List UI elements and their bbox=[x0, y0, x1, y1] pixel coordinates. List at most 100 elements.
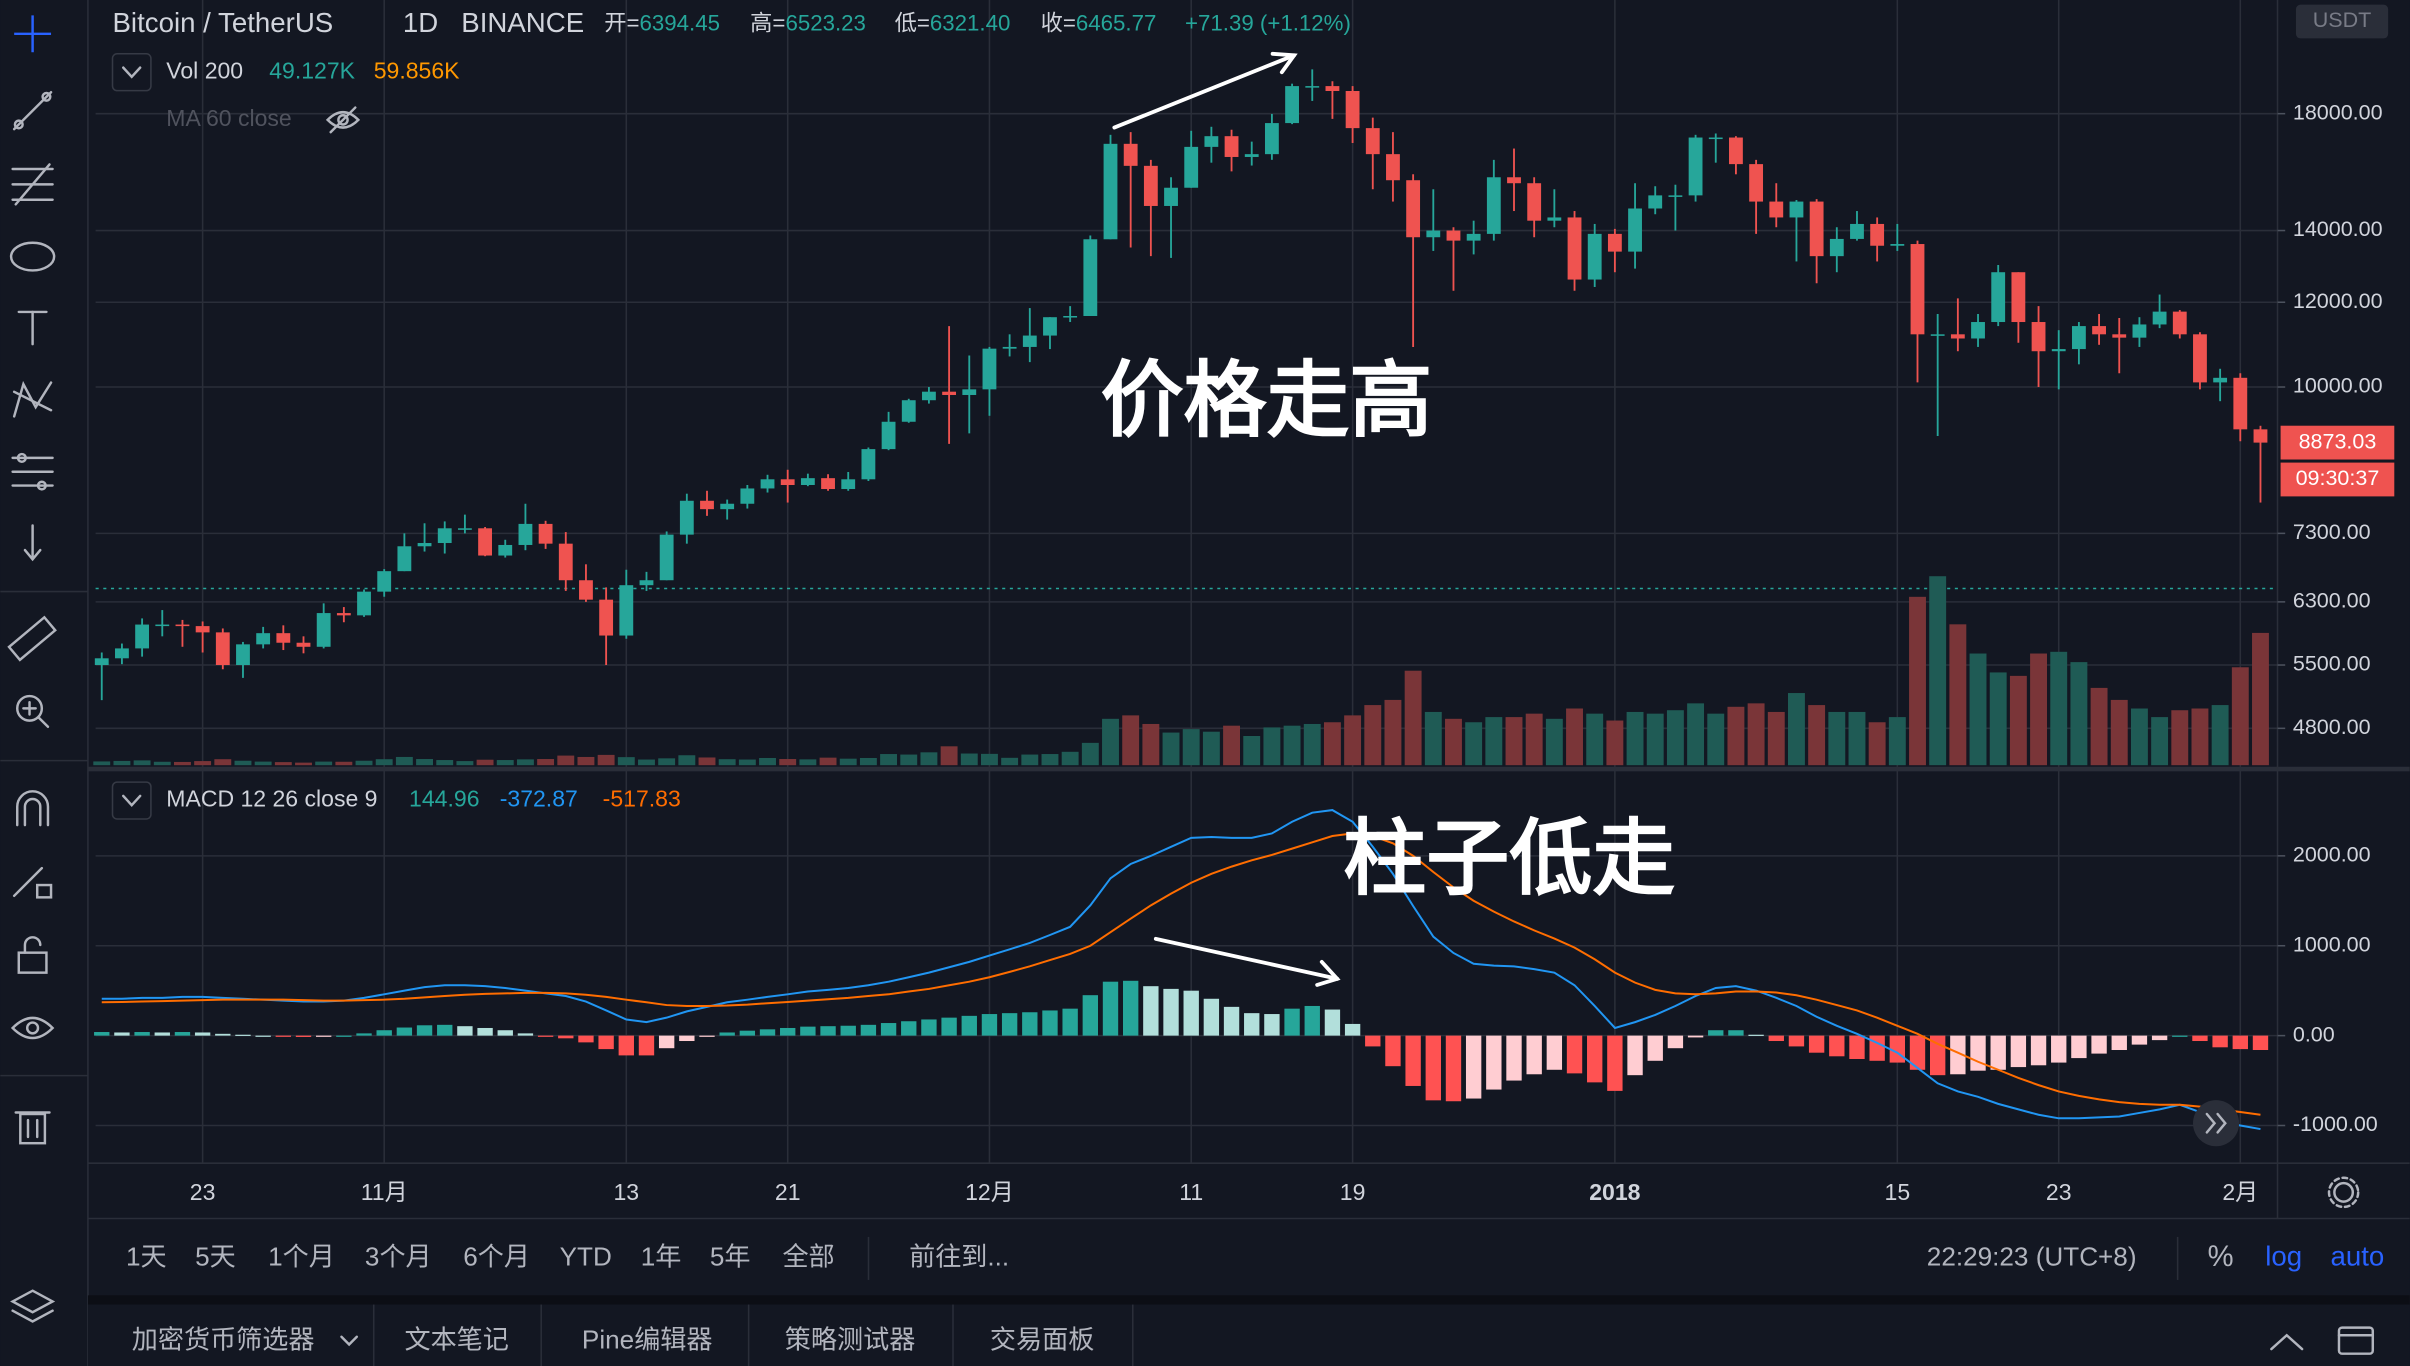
delete-tool[interactable] bbox=[14, 1111, 51, 1145]
macd-line bbox=[101, 809, 2261, 1131]
text-tool[interactable] bbox=[17, 310, 48, 346]
volume-bar bbox=[416, 759, 434, 766]
range-button[interactable]: 6个月 bbox=[463, 1241, 530, 1271]
histogram-bar bbox=[2010, 1035, 2027, 1068]
layers-tool[interactable] bbox=[10, 1289, 56, 1323]
scroll-button[interactable] bbox=[2193, 1100, 2240, 1147]
candle-body bbox=[1063, 315, 1078, 318]
range-button[interactable]: 全部 bbox=[782, 1241, 834, 1271]
x-tick-label: 11 bbox=[1179, 1179, 1203, 1205]
candle-body bbox=[1829, 238, 1844, 257]
histogram-bar bbox=[1486, 1035, 1502, 1090]
collapse-panel[interactable] bbox=[2270, 1333, 2304, 1351]
magnet-tool[interactable] bbox=[16, 790, 50, 827]
volume-bar bbox=[436, 760, 454, 766]
volume-bar bbox=[2009, 675, 2027, 766]
settings-icon[interactable] bbox=[2327, 1176, 2360, 1209]
histogram-bar bbox=[1667, 1035, 1684, 1049]
range-button[interactable]: 3个月 bbox=[365, 1241, 432, 1271]
arrow bbox=[1153, 936, 1341, 987]
tab[interactable]: 策略测试器 bbox=[785, 1324, 916, 1354]
candle-body bbox=[1386, 154, 1400, 181]
histogram-bar bbox=[1970, 1035, 1986, 1071]
volume-bar bbox=[1445, 718, 1462, 766]
volume-bar bbox=[2231, 667, 2249, 766]
candle-body bbox=[155, 624, 170, 627]
volume-bar bbox=[1586, 713, 1604, 766]
hidden-eye-icon[interactable] bbox=[325, 106, 361, 134]
fib-tool[interactable] bbox=[11, 163, 54, 206]
maximize-panel[interactable] bbox=[2337, 1326, 2375, 1355]
candle-body bbox=[437, 528, 452, 544]
candle-body bbox=[256, 633, 271, 645]
collapse-button[interactable] bbox=[111, 53, 152, 92]
change: +71.39 (+1.12%) bbox=[1185, 10, 1351, 35]
histogram-bar bbox=[134, 1032, 150, 1036]
auto-toggle[interactable]: auto bbox=[2331, 1241, 2385, 1272]
volume-bar bbox=[597, 754, 615, 766]
volume-bar bbox=[1283, 725, 1301, 766]
histogram-bar bbox=[1062, 1008, 1078, 1036]
range-button[interactable]: 1个月 bbox=[268, 1241, 335, 1271]
range-button[interactable]: 5天 bbox=[195, 1241, 236, 1271]
volume-bar bbox=[779, 759, 797, 766]
y-tick-label: 5500.00 bbox=[2293, 652, 2371, 676]
volume-bar bbox=[1424, 711, 1442, 766]
stay-drawing-tool[interactable] bbox=[12, 866, 53, 899]
volume-bar bbox=[1485, 717, 1503, 766]
range-button[interactable]: 1天 bbox=[126, 1241, 167, 1271]
volume-bar bbox=[1566, 708, 1583, 766]
candle-body bbox=[276, 633, 291, 643]
collapse-button[interactable] bbox=[111, 781, 152, 820]
x-tick-label: 15 bbox=[1885, 1179, 1911, 1205]
volume-bar bbox=[113, 760, 131, 766]
histogram-bar bbox=[194, 1032, 211, 1036]
histogram-bar bbox=[1808, 1035, 1825, 1053]
more-tools[interactable] bbox=[23, 524, 42, 562]
range-button[interactable]: 1年 bbox=[641, 1241, 682, 1271]
x-tick-label: 21 bbox=[775, 1179, 801, 1205]
ohlc-value: 6394.45 bbox=[639, 10, 720, 35]
ohlc-label: 高= bbox=[750, 10, 785, 35]
lock-tool[interactable] bbox=[17, 936, 48, 974]
countdown-tag bbox=[2280, 462, 2395, 497]
crosshair-tool[interactable] bbox=[14, 15, 52, 53]
volume-bar bbox=[738, 759, 756, 766]
prediction-tool[interactable] bbox=[11, 452, 54, 491]
tab[interactable]: Pine编辑器 bbox=[582, 1324, 713, 1354]
currency-box[interactable] bbox=[2295, 4, 2389, 39]
volume-bar bbox=[395, 756, 413, 766]
histogram-bar bbox=[1526, 1035, 1542, 1075]
volume-bar bbox=[1344, 715, 1362, 766]
tab[interactable]: 交易面板 bbox=[990, 1324, 1094, 1354]
candle-body bbox=[1345, 90, 1360, 129]
histogram-bar bbox=[739, 1030, 756, 1036]
measure-tool[interactable] bbox=[7, 615, 57, 662]
log-toggle[interactable]: log bbox=[2265, 1241, 2302, 1272]
visibility-tool[interactable] bbox=[10, 1016, 55, 1040]
trendline-tool[interactable] bbox=[12, 90, 53, 131]
volume-bar bbox=[759, 757, 776, 766]
histogram-bar bbox=[1365, 1035, 1381, 1047]
tab[interactable]: 加密货币筛选器 bbox=[132, 1324, 315, 1354]
chevron-icon bbox=[122, 794, 142, 807]
histogram-bar bbox=[981, 1014, 998, 1036]
candle-body bbox=[2233, 377, 2248, 430]
tab[interactable]: 文本笔记 bbox=[404, 1324, 508, 1354]
candle-body bbox=[1971, 322, 1985, 339]
y-tick-label: -1000.00 bbox=[2293, 1112, 2378, 1136]
zoom-tool[interactable] bbox=[16, 694, 50, 729]
left-toolbar bbox=[0, 0, 88, 1366]
shape-tool[interactable] bbox=[9, 241, 56, 272]
histogram-bar bbox=[1647, 1035, 1663, 1061]
candle-body bbox=[599, 599, 614, 636]
pattern-tool[interactable] bbox=[12, 380, 53, 418]
range-button[interactable]: 5年 bbox=[710, 1241, 751, 1271]
volume-bar bbox=[1989, 672, 2007, 766]
range-button[interactable]: YTD bbox=[560, 1241, 612, 1271]
y-tick-label: 0.00 bbox=[2293, 1022, 2335, 1046]
tab-chevron[interactable] bbox=[340, 1335, 359, 1347]
percent-toggle[interactable]: % bbox=[2208, 1241, 2234, 1273]
histogram-bar bbox=[1183, 990, 1199, 1036]
goto-button[interactable]: 前往到... bbox=[909, 1241, 1009, 1271]
